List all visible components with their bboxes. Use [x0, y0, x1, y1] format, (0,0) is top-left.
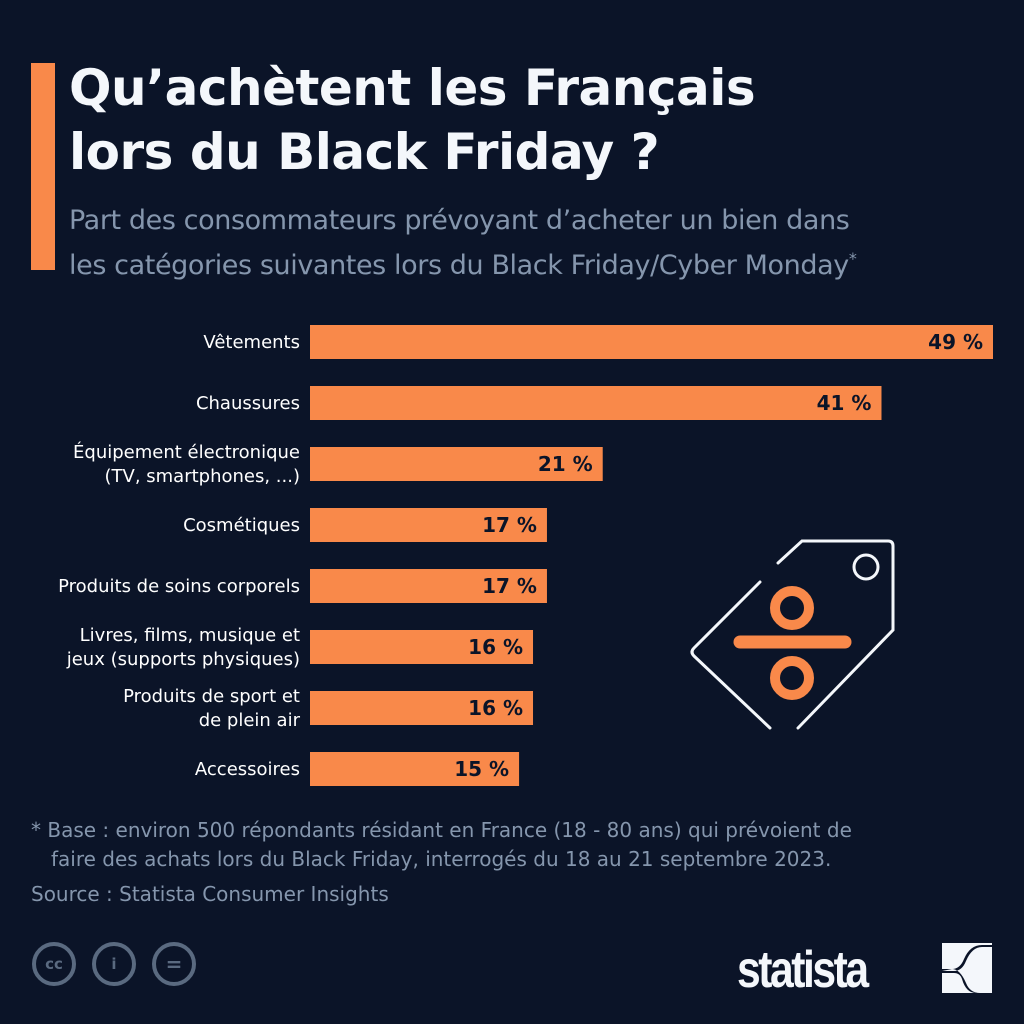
statista-logo[interactable]: statista — [737, 941, 869, 999]
bar-value-label: 49 % — [928, 330, 983, 354]
category-label: Accessoires — [195, 759, 300, 780]
category-label: Livres, films, musique et — [80, 625, 300, 646]
no-derivatives-icon[interactable]: = — [152, 942, 196, 986]
bar-chart: 49 % Vêtements 41 % Chaussures 21 % Équipemen… — [58, 325, 993, 786]
bar-value-label: 17 % — [482, 513, 537, 537]
title-accent-bar — [31, 63, 55, 270]
footnote: * Base : environ 500 répondants résidant… — [31, 816, 1001, 874]
bar — [310, 752, 520, 786]
footnote-line-1: * Base : environ 500 répondants résidant… — [31, 818, 852, 842]
bar-value-label: 41 % — [817, 391, 872, 415]
cc-icon[interactable]: cc — [32, 942, 76, 986]
bar — [310, 508, 547, 542]
category-label: Équipement électronique — [73, 441, 300, 463]
title-line-1: Qu’achètent les Français — [69, 59, 756, 117]
page-title: Qu’achètent les Français lors du Black F… — [69, 56, 756, 184]
subtitle: Part des consommateurs prévoyant d’achet… — [69, 202, 1009, 285]
category-label: Produits de soins corporels — [58, 576, 300, 597]
category-label: (TV, smartphones, ...) — [104, 466, 300, 487]
bar — [310, 386, 882, 420]
category-label: Produits de sport et — [123, 686, 300, 707]
category-label: Vêtements — [203, 332, 300, 353]
subtitle-line-1: Part des consommateurs prévoyant d’achet… — [69, 205, 850, 236]
subtitle-footnote-mark: * — [848, 249, 857, 268]
source-text: Source : Statista Consumer Insights — [31, 882, 389, 906]
footnote-line-2: faire des achats lors du Black Friday, i… — [51, 847, 832, 871]
attribution-icon[interactable]: i — [92, 942, 136, 986]
bar-value-label: 16 % — [468, 696, 523, 720]
title-line-2: lors du Black Friday ? — [69, 123, 660, 181]
category-label: Chaussures — [196, 393, 300, 414]
category-label: jeux (supports physiques) — [66, 649, 300, 670]
category-label: Cosmétiques — [183, 515, 300, 536]
bar — [310, 691, 534, 725]
statista-logo-mark — [942, 943, 992, 993]
bar — [310, 447, 603, 481]
bar-value-label: 16 % — [468, 635, 523, 659]
bar — [310, 569, 547, 603]
bar — [310, 325, 993, 359]
price-tag-percent-icon — [690, 539, 895, 730]
bar-value-label: 21 % — [538, 452, 593, 476]
bar — [310, 630, 534, 664]
subtitle-line-2: les catégories suivantes lors du Black F… — [69, 250, 849, 281]
bar-value-label: 15 % — [454, 757, 509, 781]
bar-value-label: 17 % — [482, 574, 537, 598]
category-label: de plein air — [199, 710, 301, 731]
